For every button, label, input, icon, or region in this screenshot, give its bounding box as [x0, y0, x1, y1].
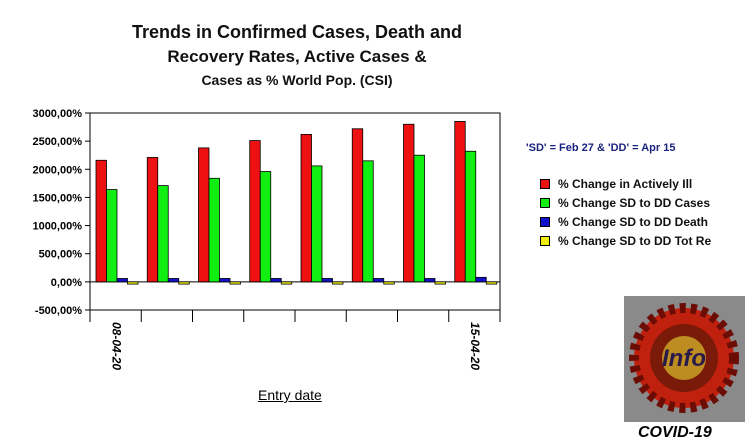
- bar: [167, 278, 180, 283]
- bar: [127, 281, 139, 285]
- virus-glow-icon: [662, 336, 706, 380]
- bar: [146, 157, 159, 283]
- chart-title-line-2: Recovery Rates, Active Cases &: [167, 47, 427, 66]
- bar: [219, 278, 231, 283]
- legend-swatch: [540, 178, 550, 189]
- bar: [300, 133, 312, 283]
- chart-bars: [95, 121, 498, 285]
- bar: [198, 147, 210, 283]
- legend-label: % Change SD to DD Tot Re: [558, 233, 712, 248]
- bar: [434, 281, 446, 285]
- legend-swatch: [540, 216, 550, 227]
- covid-virus-logo: Info: [624, 296, 745, 422]
- y-tick-label: 0,00%: [51, 277, 82, 289]
- bar: [351, 128, 364, 283]
- bar: [116, 278, 128, 283]
- bar: [95, 159, 107, 283]
- legend-item: % Change SD to DD Death: [540, 212, 711, 231]
- y-tick-label: -500,00%: [35, 305, 82, 317]
- y-tick-label: 1500,00%: [32, 192, 82, 204]
- y-tick-label: 2500,00%: [32, 136, 82, 148]
- y-tick-label: 2000,00%: [32, 164, 82, 176]
- legend-swatch: [540, 197, 550, 208]
- chart-legend: % Change in Actively Ill % Change SD to …: [540, 174, 711, 250]
- bar: [403, 123, 415, 283]
- bar: [311, 165, 323, 283]
- chart-title-line-1: Trends in Confirmed Cases, Death and: [131, 22, 463, 42]
- legend-label: % Change SD to DD Cases: [558, 195, 711, 210]
- bar: [321, 278, 333, 283]
- legend-label: % Change in Actively Ill: [558, 176, 693, 191]
- bar: [157, 185, 169, 283]
- bar: [332, 281, 344, 285]
- bar: [106, 189, 118, 283]
- legend-swatch: [540, 235, 550, 246]
- bar: [178, 281, 190, 285]
- chart-title-line-3: Cases as % World Pop. (CSI): [201, 72, 393, 88]
- x-tick-label: 15-04-20: [468, 322, 482, 370]
- bar: [485, 281, 498, 285]
- virus-spikes-icon: [629, 303, 739, 413]
- bar: [383, 281, 395, 285]
- chart-ticks: 3000,00% 2500,00% 2000,00% 1500,00% 1000,00%…: [32, 108, 501, 370]
- bar: [413, 154, 425, 283]
- legend-item: % Change SD to DD Tot Re: [540, 231, 711, 250]
- bar: [475, 276, 487, 283]
- legend-item: % Change SD to DD Cases: [540, 193, 711, 212]
- bar: [280, 281, 293, 285]
- bar: [362, 160, 374, 283]
- logo-text: Info: [662, 345, 706, 372]
- chart-annotation: 'SD' = Feb 27 & 'DD' = Apr 15: [526, 142, 676, 154]
- bar: [229, 281, 241, 285]
- bar: [259, 171, 272, 283]
- legend-item: % Change in Actively Ill: [540, 174, 711, 193]
- bar: [249, 140, 261, 283]
- bar: [424, 278, 436, 283]
- legend-label: % Change SD to DD Death: [558, 214, 709, 229]
- bar: [372, 278, 385, 283]
- bar: [270, 278, 282, 283]
- logo-caption: COVID-19: [638, 424, 712, 441]
- x-axis-label: Entry date: [258, 387, 322, 403]
- bar: [464, 150, 477, 283]
- bar: [454, 121, 466, 283]
- x-tick-label: 08-04-20: [109, 322, 123, 370]
- y-tick-label: 3000,00%: [32, 108, 82, 120]
- y-tick-label: 1000,00%: [32, 221, 82, 233]
- bar: [208, 177, 220, 283]
- y-tick-label: 500,00%: [39, 249, 83, 261]
